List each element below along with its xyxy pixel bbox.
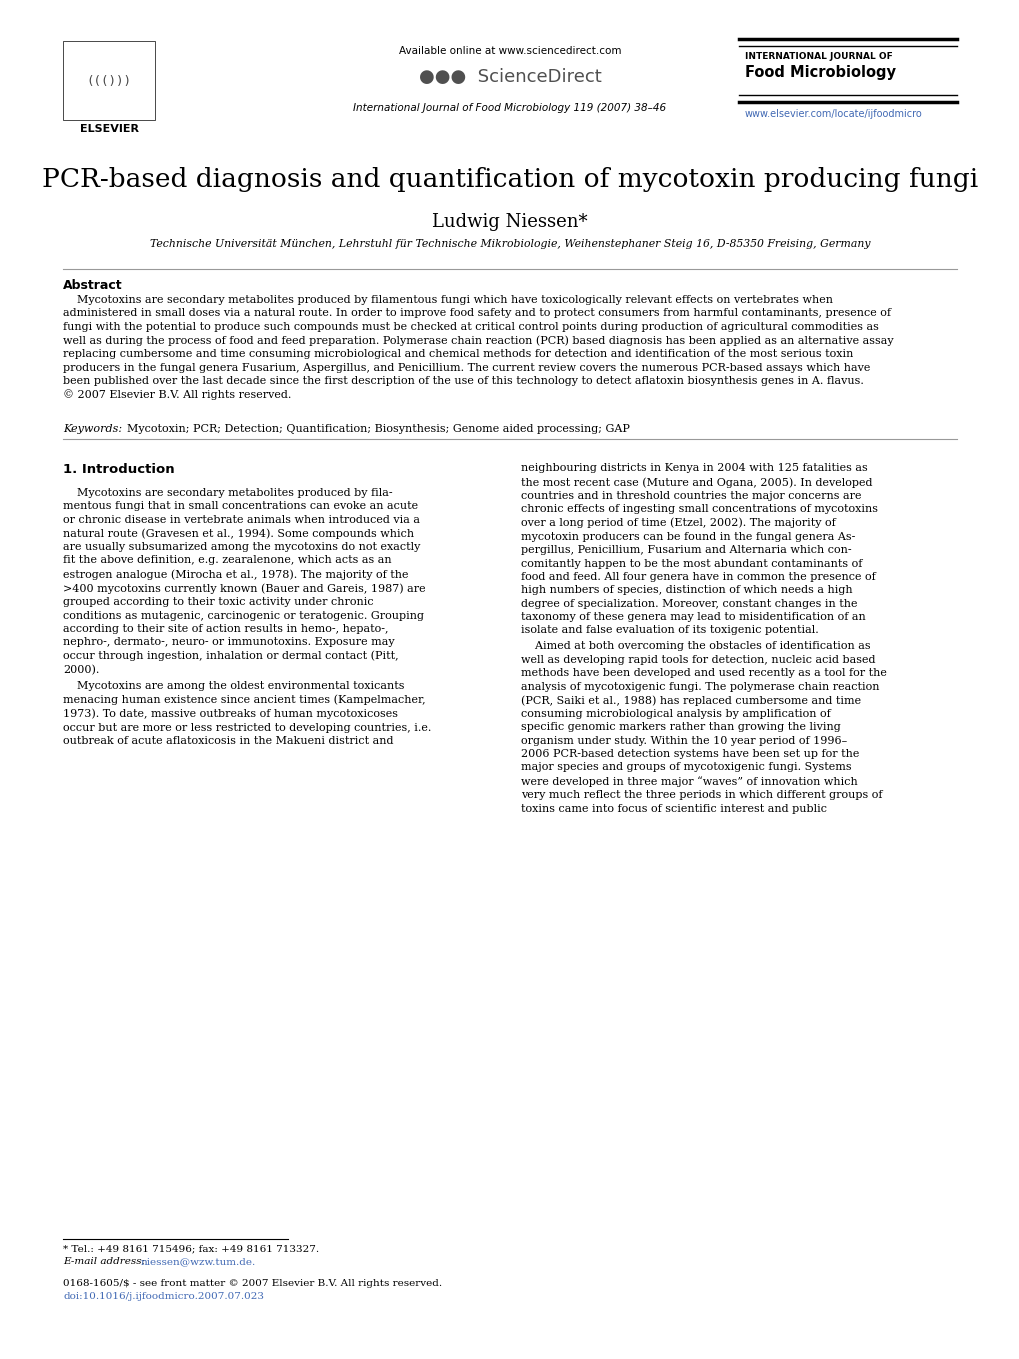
Text: www.elsevier.com/locate/ijfoodmicro: www.elsevier.com/locate/ijfoodmicro (744, 109, 921, 118)
Text: Aimed at both overcoming the obstacles of identification as
well as developing r: Aimed at both overcoming the obstacles o… (521, 641, 887, 814)
Text: Food Microbiology: Food Microbiology (744, 65, 895, 80)
Text: ELSEVIER: ELSEVIER (79, 124, 139, 133)
Text: International Journal of Food Microbiology 119 (2007) 38–46: International Journal of Food Microbiolo… (354, 103, 665, 113)
Text: doi:10.1016/j.ijfoodmicro.2007.07.023: doi:10.1016/j.ijfoodmicro.2007.07.023 (63, 1292, 264, 1302)
Text: ●●●  ScienceDirect: ●●● ScienceDirect (418, 68, 601, 86)
Text: 0168-1605/$ - see front matter © 2007 Elsevier B.V. All rights reserved.: 0168-1605/$ - see front matter © 2007 El… (63, 1279, 442, 1288)
Text: Mycotoxins are secondary metabolites produced by fila-
mentous fungi that in sma: Mycotoxins are secondary metabolites pro… (63, 488, 426, 675)
Text: ((())): ((())) (87, 75, 131, 88)
Text: Available online at www.sciencedirect.com: Available online at www.sciencedirect.co… (398, 46, 621, 56)
Text: E-mail address:: E-mail address: (63, 1257, 146, 1267)
Text: neighbouring districts in Kenya in 2004 with 125 fatalities as
the most recent c: neighbouring districts in Kenya in 2004 … (521, 463, 877, 636)
Text: Technische Universität München, Lehrstuhl für Technische Mikrobiologie, Weihenst: Technische Universität München, Lehrstuh… (150, 239, 869, 249)
Text: 1. Introduction: 1. Introduction (63, 463, 174, 477)
Bar (63, 41, 155, 120)
Text: niessen@wzw.tum.de.: niessen@wzw.tum.de. (141, 1257, 256, 1267)
Text: Mycotoxins are secondary metabolites produced by filamentous fungi which have to: Mycotoxins are secondary metabolites pro… (63, 295, 893, 401)
Text: Mycotoxin; PCR; Detection; Quantification; Biosynthesis; Genome aided processing: Mycotoxin; PCR; Detection; Quantificatio… (127, 424, 630, 434)
Text: PCR-based diagnosis and quantification of mycotoxin producing fungi: PCR-based diagnosis and quantification o… (42, 167, 977, 192)
Text: Mycotoxins are among the oldest environmental toxicants
menacing human existence: Mycotoxins are among the oldest environm… (63, 681, 431, 746)
Text: Keywords:: Keywords: (63, 424, 122, 434)
Text: * Tel.: +49 8161 715496; fax: +49 8161 713327.: * Tel.: +49 8161 715496; fax: +49 8161 7… (63, 1245, 319, 1254)
Text: Ludwig Niessen*: Ludwig Niessen* (432, 213, 587, 231)
Text: Abstract: Abstract (63, 279, 122, 292)
Text: INTERNATIONAL JOURNAL OF: INTERNATIONAL JOURNAL OF (744, 52, 892, 61)
